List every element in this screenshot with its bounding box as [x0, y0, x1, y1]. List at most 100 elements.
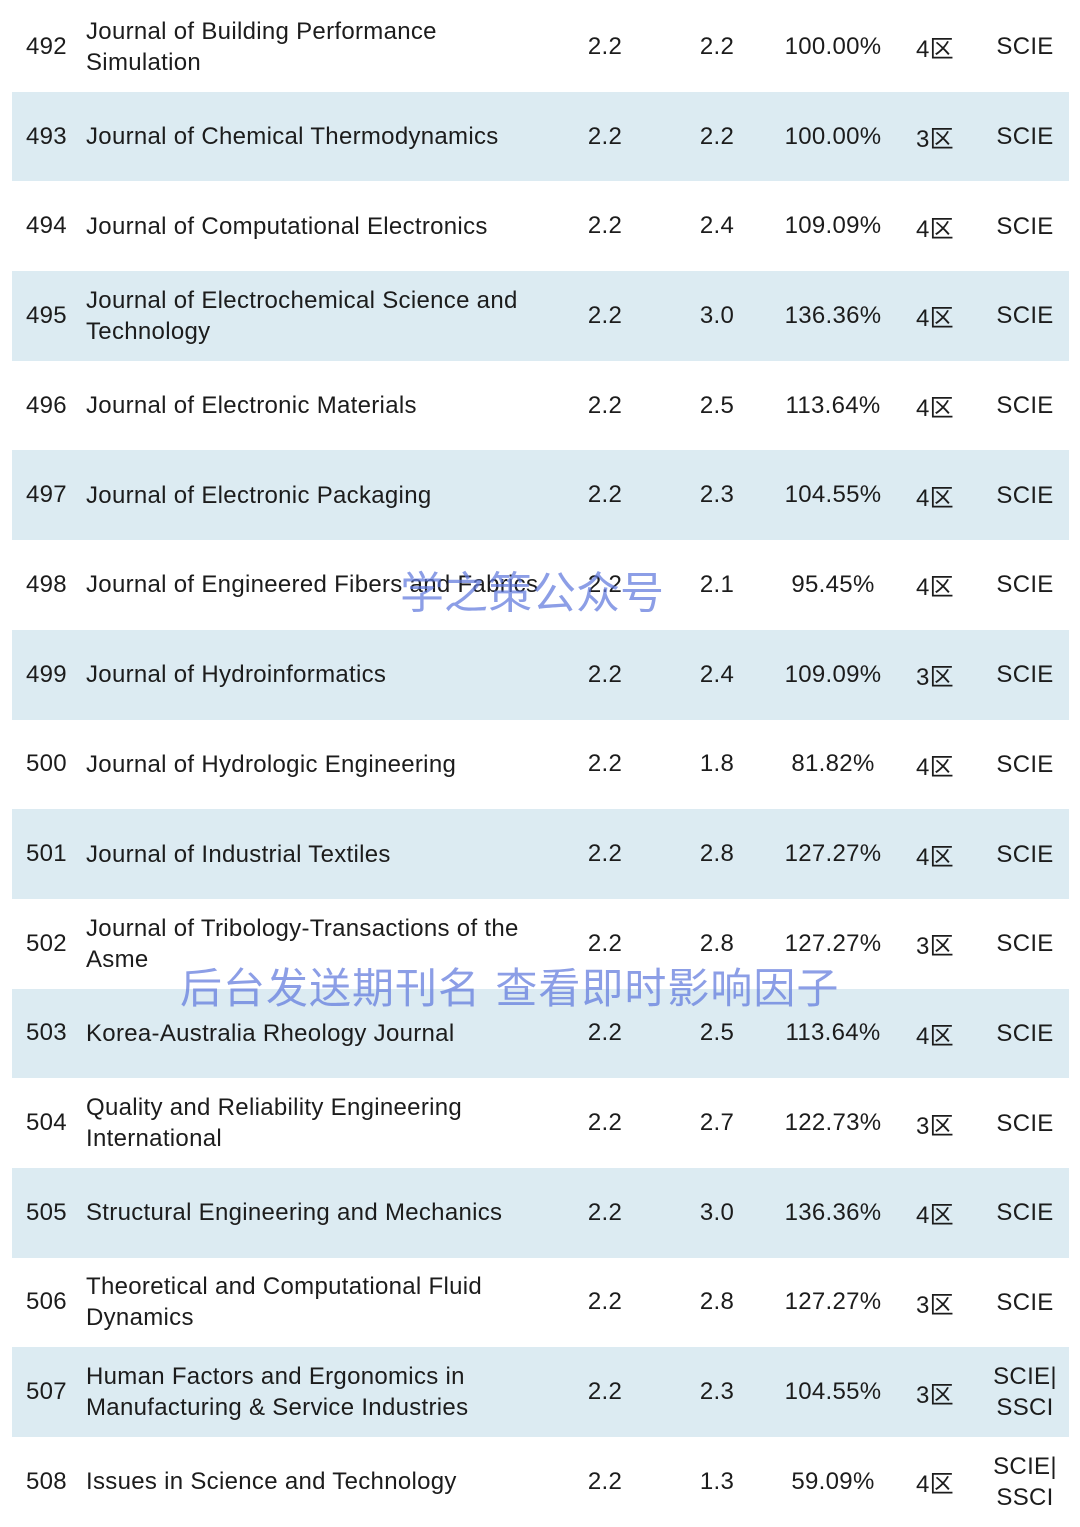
rank-cell: 501: [26, 840, 67, 868]
table-row: 498 Journal of Engineered Fibers and Fab…: [12, 540, 1069, 630]
index-cell: SCIE: [996, 571, 1054, 599]
index-cell: SCIE: [996, 661, 1054, 689]
zone-cell: 4区: [916, 1471, 954, 1499]
rank-cell: 502: [26, 929, 67, 957]
zone-cell: 4区: [916, 395, 954, 423]
impact-factor-cell: 2.2: [587, 391, 623, 419]
percentage-cell: 136.36%: [784, 1198, 882, 1226]
predicted-if-cell: 2.1: [699, 570, 735, 598]
impact-factor-cell: 2.2: [587, 212, 623, 240]
journal-name-cell: Journal of Electrochemical Science and T…: [86, 286, 518, 345]
rank-cell: 504: [26, 1109, 67, 1137]
journal-name-cell: Human Factors and Ergonomics in Manufact…: [86, 1363, 469, 1422]
zone-cell: 3区: [916, 1112, 954, 1140]
index-cell: SCIE: [996, 123, 1054, 151]
journal-name-cell: Journal of Building Performance Simulati…: [86, 17, 437, 76]
table-row: 506 Theoretical and Computational Fluid …: [12, 1258, 1069, 1348]
index-cell: SCIE: [996, 930, 1054, 958]
percentage-cell: 127.27%: [784, 840, 882, 868]
percentage-cell: 100.00%: [784, 32, 882, 60]
journal-name-cell: Journal of Electronic Materials: [86, 392, 417, 420]
predicted-if-cell: 2.2: [699, 122, 735, 150]
journal-name-cell: Quality and Reliability Engineering Inte…: [86, 1094, 463, 1153]
journal-name-cell: Journal of Electronic Packaging: [86, 481, 432, 509]
percentage-cell: 109.09%: [784, 660, 882, 688]
zone-cell: 4区: [916, 843, 954, 871]
table-row: 495 Journal of Electrochemical Science a…: [12, 271, 1069, 361]
index-cell: SCIE: [996, 1199, 1054, 1227]
impact-factor-cell: 2.2: [587, 1378, 623, 1406]
impact-factor-cell: 2.2: [587, 840, 623, 868]
journal-name-cell: Journal of Engineered Fibers and Fabrics: [86, 571, 539, 599]
percentage-cell: 127.27%: [784, 929, 882, 957]
zone-cell: 4区: [916, 1202, 954, 1230]
impact-factor-cell: 2.2: [587, 481, 623, 509]
predicted-if-cell: 2.8: [699, 1288, 735, 1316]
table-row: 508 Issues in Science and Technology 2.2…: [12, 1437, 1069, 1527]
zone-cell: 4区: [916, 753, 954, 781]
impact-factor-cell: 2.2: [587, 660, 623, 688]
rank-cell: 506: [26, 1288, 67, 1316]
index-cell: SCIE: [996, 840, 1054, 868]
predicted-if-cell: 2.5: [699, 1019, 735, 1047]
journal-name-cell: Theoretical and Computational Fluid Dyna…: [86, 1273, 483, 1332]
table-row: 501 Journal of Industrial Textiles 2.2 2…: [12, 809, 1069, 899]
impact-factor-cell: 2.2: [587, 570, 623, 598]
impact-factor-cell: 2.2: [587, 1288, 623, 1316]
table-row: 497 Journal of Electronic Packaging 2.2 …: [12, 450, 1069, 541]
table-row: 505 Structural Engineering and Mechanics…: [12, 1167, 1069, 1258]
percentage-cell: 136.36%: [784, 301, 882, 329]
rank-cell: 503: [26, 1019, 67, 1047]
rank-cell: 505: [26, 1198, 67, 1226]
table-row: 500 Journal of Hydrologic Engineering 2.…: [12, 720, 1069, 810]
rank-cell: 492: [26, 32, 67, 60]
zone-cell: 3区: [916, 664, 954, 692]
table-row: 499 Journal of Hydroinformatics 2.2 2.4 …: [12, 629, 1069, 720]
percentage-cell: 104.55%: [784, 481, 882, 509]
percentage-cell: 59.09%: [791, 1467, 875, 1495]
impact-factor-cell: 2.2: [587, 750, 623, 778]
percentage-cell: 81.82%: [791, 750, 875, 778]
rank-cell: 499: [26, 660, 67, 688]
index-cell: SCIE: [996, 1019, 1054, 1047]
percentage-cell: 104.55%: [784, 1378, 882, 1406]
predicted-if-cell: 3.0: [699, 301, 735, 329]
predicted-if-cell: 2.8: [699, 840, 735, 868]
percentage-cell: 100.00%: [784, 122, 882, 150]
percentage-cell: 122.73%: [784, 1109, 882, 1137]
rank-cell: 508: [26, 1467, 67, 1495]
index-cell: SCIE: [996, 481, 1054, 509]
predicted-if-cell: 2.2: [699, 32, 735, 60]
predicted-if-cell: 2.4: [699, 212, 735, 240]
index-cell: SCIE: [996, 302, 1054, 330]
predicted-if-cell: 2.4: [699, 660, 735, 688]
index-cell: SCIE: [996, 33, 1054, 61]
index-cell: SCIE| SSCI: [993, 1363, 1057, 1422]
journal-name-cell: Journal of Computational Electronics: [86, 212, 488, 240]
impact-factor-cell: 2.2: [587, 929, 623, 957]
table-row: 502 Journal of Tribology-Transactions of…: [12, 899, 1069, 989]
table-row: 492 Journal of Building Performance Simu…: [12, 2, 1069, 92]
journal-table: 492 Journal of Building Performance Simu…: [12, 2, 1069, 1527]
journal-name-cell: Issues in Science and Technology: [86, 1468, 457, 1496]
predicted-if-cell: 2.8: [699, 929, 735, 957]
predicted-if-cell: 2.5: [699, 391, 735, 419]
index-cell: SCIE| SSCI: [993, 1452, 1057, 1511]
journal-name-cell: Structural Engineering and Mechanics: [86, 1199, 503, 1227]
index-cell: SCIE: [996, 1288, 1054, 1316]
table-row: 504 Quality and Reliability Engineering …: [12, 1078, 1069, 1168]
rank-cell: 507: [26, 1378, 67, 1406]
rank-cell: 496: [26, 391, 67, 419]
index-cell: SCIE: [996, 750, 1054, 778]
predicted-if-cell: 1.3: [699, 1467, 735, 1495]
percentage-cell: 95.45%: [791, 570, 875, 598]
index-cell: SCIE: [996, 1109, 1054, 1137]
impact-factor-cell: 2.2: [587, 1109, 623, 1137]
journal-name-cell: Journal of Hydrologic Engineering: [86, 750, 457, 778]
impact-factor-cell: 2.2: [587, 1019, 623, 1047]
impact-factor-cell: 2.2: [587, 301, 623, 329]
zone-cell: 3区: [916, 1291, 954, 1319]
table-row: 494 Journal of Computational Electronics…: [12, 181, 1069, 271]
impact-factor-cell: 2.2: [587, 122, 623, 150]
table-row: 493 Journal of Chemical Thermodynamics 2…: [12, 91, 1069, 182]
